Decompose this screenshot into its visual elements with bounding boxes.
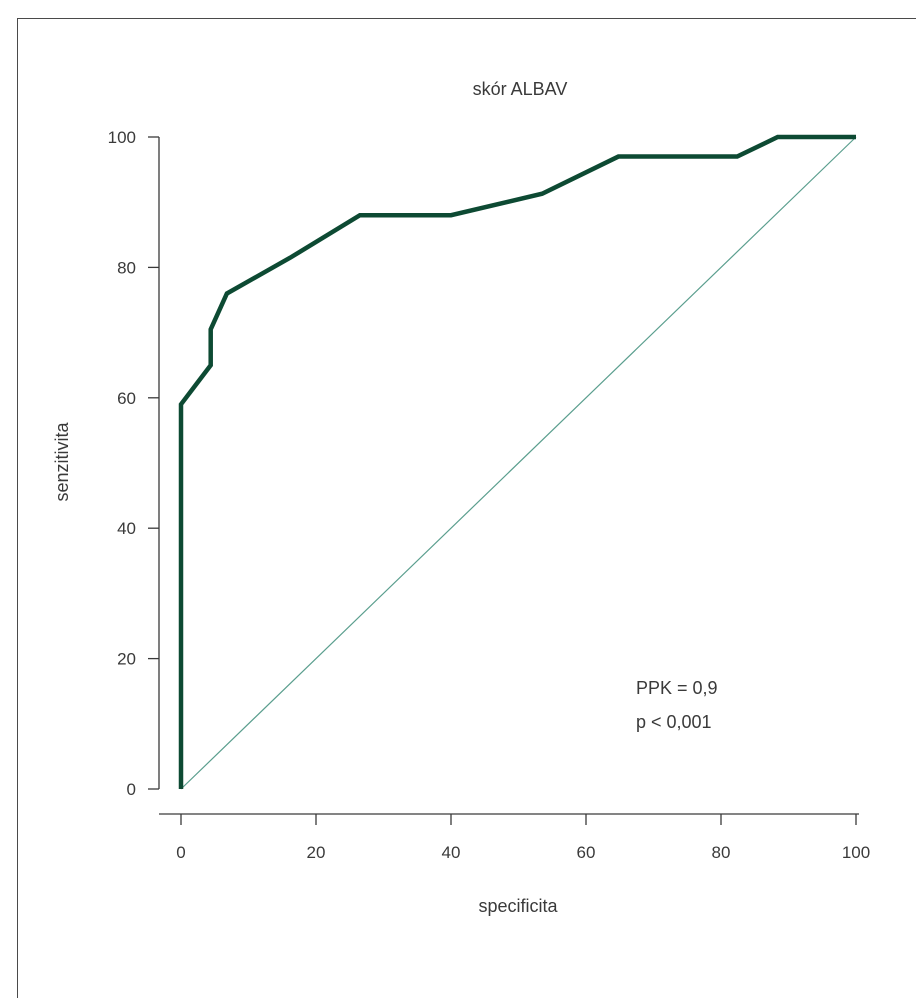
figure-frame <box>17 18 916 998</box>
y-axis-title: senzitivita <box>52 421 72 501</box>
roc-curve-line <box>178 134 856 789</box>
plot-lines <box>178 134 857 790</box>
auc-annotation: PPK = 0,9 <box>636 678 718 698</box>
y-tick-label: 80 <box>117 258 136 277</box>
x-tick-label: 100 <box>842 843 870 862</box>
y-tick-label: 60 <box>117 389 136 408</box>
x-tick-label: 80 <box>712 843 731 862</box>
x-axis-title: specificita <box>478 896 558 916</box>
x-tick-label: 0 <box>176 843 185 862</box>
axes <box>158 137 859 815</box>
x-axis-ticks: 0 20 40 60 80 100 <box>176 814 870 862</box>
chart-title: skór ALBAV <box>473 79 568 99</box>
y-tick-label: 0 <box>127 780 136 799</box>
roc-chart: skór ALBAV 0 20 40 60 80 100 0 20 40 60 80 100 sen… <box>52 79 870 916</box>
y-tick-label: 40 <box>117 519 136 538</box>
p-value-annotation: p < 0,001 <box>636 712 712 732</box>
y-axis-ticks: 0 20 40 60 80 100 <box>108 128 159 799</box>
y-tick-label: 100 <box>108 128 136 147</box>
y-tick-label: 20 <box>117 650 136 669</box>
x-tick-label: 60 <box>577 843 596 862</box>
x-tick-label: 40 <box>442 843 461 862</box>
x-tick-label: 20 <box>307 843 326 862</box>
reference-diagonal-line <box>180 136 857 790</box>
